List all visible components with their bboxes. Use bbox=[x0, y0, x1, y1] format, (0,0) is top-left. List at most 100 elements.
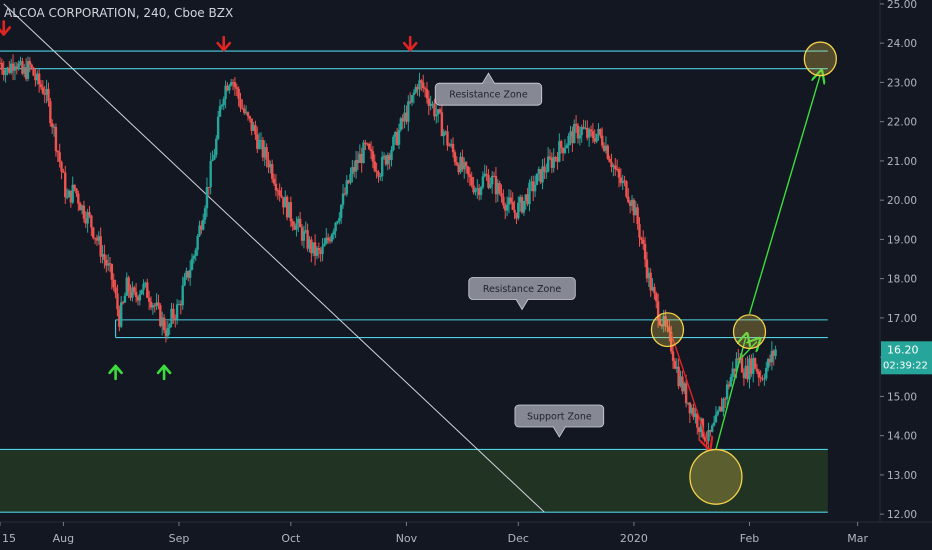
candle-body bbox=[597, 128, 600, 134]
candle-body bbox=[2, 69, 5, 75]
candle-body bbox=[431, 103, 434, 105]
y-tick-label: 21.00 bbox=[887, 156, 917, 168]
candle-body bbox=[313, 242, 317, 256]
y-tick-label: 18.00 bbox=[887, 274, 917, 286]
candle-body bbox=[612, 165, 615, 168]
candle-body bbox=[591, 131, 595, 139]
candle-body bbox=[8, 67, 11, 73]
candle-body bbox=[92, 227, 95, 238]
candle-body bbox=[567, 135, 570, 146]
candle-body bbox=[559, 141, 563, 148]
candle-body bbox=[744, 365, 747, 379]
candle-body bbox=[573, 124, 576, 144]
candle-body bbox=[62, 171, 65, 173]
candle-body bbox=[675, 366, 678, 369]
descending-trendline bbox=[3, 3, 545, 513]
candle-body bbox=[565, 145, 568, 149]
candle-body bbox=[28, 61, 32, 65]
candle-body bbox=[528, 182, 531, 205]
candle-body bbox=[697, 427, 701, 433]
candle-body bbox=[679, 376, 682, 387]
candle-body bbox=[651, 286, 654, 291]
candle-body bbox=[444, 131, 447, 133]
candle-body bbox=[360, 153, 363, 163]
candle-body bbox=[476, 188, 479, 190]
candle-body bbox=[464, 162, 468, 167]
candle-body bbox=[282, 197, 285, 208]
candle-body bbox=[623, 180, 626, 182]
candle-body bbox=[407, 101, 410, 122]
candle-body bbox=[610, 162, 613, 168]
candle-body bbox=[207, 187, 211, 189]
y-tick-label: 24.00 bbox=[887, 38, 917, 50]
x-tick-label: Feb bbox=[740, 532, 759, 545]
candle-body bbox=[619, 177, 623, 184]
candle-body bbox=[655, 293, 658, 302]
candle-body bbox=[353, 167, 356, 172]
candle-body bbox=[80, 205, 84, 211]
green-up-arrow-0 bbox=[108, 364, 123, 381]
candle-body bbox=[524, 194, 527, 201]
callout-pointer bbox=[481, 72, 496, 84]
candle-body bbox=[134, 291, 138, 297]
candle-body bbox=[228, 85, 231, 91]
candle-body bbox=[766, 359, 770, 368]
candle-body bbox=[371, 151, 375, 162]
candle-body bbox=[578, 135, 582, 139]
candle-body bbox=[300, 227, 304, 241]
candle-body bbox=[151, 305, 155, 308]
candle-body bbox=[241, 107, 244, 109]
y-axis[interactable]: 25.00 24.00 23.00 22.00 21.00 20.00 19.00 18.00… bbox=[879, 0, 932, 550]
candle-body bbox=[662, 316, 665, 327]
candle-body bbox=[515, 212, 518, 219]
candle-body bbox=[601, 135, 604, 146]
zones-layer bbox=[0, 50, 828, 513]
candle-body bbox=[379, 176, 382, 178]
candle-body bbox=[93, 237, 97, 239]
candle-body bbox=[699, 418, 703, 433]
candle-body bbox=[106, 263, 110, 266]
candle-body bbox=[483, 173, 486, 177]
candle-body bbox=[179, 303, 183, 306]
candle-body bbox=[595, 133, 598, 142]
callout-label: Resistance Zone bbox=[483, 284, 562, 295]
candle-body bbox=[438, 109, 442, 113]
candle-body bbox=[711, 425, 714, 432]
candle-body bbox=[213, 154, 216, 160]
red-down-arrow-0 bbox=[0, 20, 12, 36]
candle-body bbox=[129, 291, 132, 298]
candle-body bbox=[589, 129, 593, 132]
x-axis[interactable]: 15 Aug Sep Oct Nov Dec 2020 Feb Mar bbox=[0, 521, 932, 550]
candle-body bbox=[494, 176, 498, 195]
candle-body bbox=[164, 330, 168, 337]
candle-body bbox=[491, 175, 494, 185]
candle-body bbox=[632, 199, 636, 216]
candle-body bbox=[535, 173, 539, 185]
candle-body bbox=[265, 147, 268, 160]
candle-body bbox=[17, 63, 20, 69]
y-tick-label: 13.00 bbox=[887, 470, 917, 482]
candle-body bbox=[339, 204, 343, 218]
candle-body bbox=[73, 184, 76, 189]
candle-body bbox=[200, 225, 203, 230]
candle-body bbox=[64, 172, 67, 198]
candle-body bbox=[533, 184, 537, 192]
candle-body bbox=[302, 231, 306, 241]
candle-body bbox=[677, 366, 680, 387]
candle-body bbox=[41, 87, 45, 94]
callout-label: Support Zone bbox=[527, 412, 592, 423]
candle-body bbox=[4, 70, 7, 75]
candle-body bbox=[638, 224, 641, 238]
candle-body bbox=[479, 187, 483, 196]
candle-body bbox=[546, 156, 550, 172]
candle-body bbox=[267, 159, 270, 168]
candle-body bbox=[34, 75, 37, 81]
candle-body bbox=[724, 398, 727, 400]
candle-body bbox=[435, 114, 438, 117]
candle-body bbox=[235, 87, 238, 89]
candle-body bbox=[422, 82, 425, 89]
candle-body bbox=[330, 234, 334, 242]
y-tick-label: 12.00 bbox=[887, 509, 917, 521]
candle-body bbox=[660, 325, 664, 327]
